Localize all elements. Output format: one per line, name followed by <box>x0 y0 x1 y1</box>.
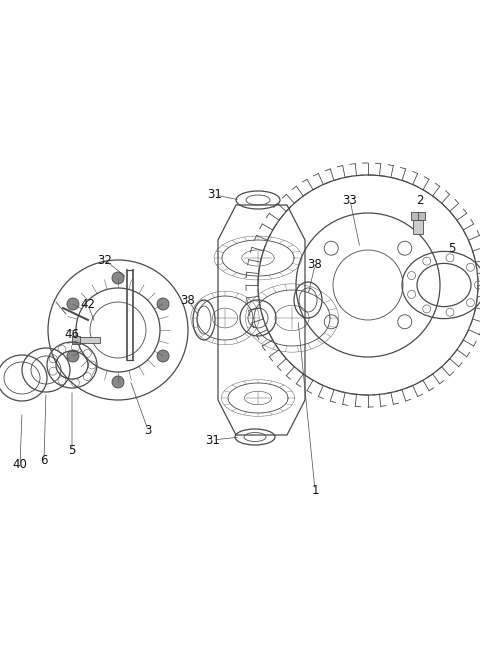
Circle shape <box>157 298 169 310</box>
Text: 33: 33 <box>343 194 358 207</box>
Text: 40: 40 <box>12 459 27 472</box>
Text: 32: 32 <box>97 253 112 266</box>
Text: 38: 38 <box>180 293 195 306</box>
FancyBboxPatch shape <box>413 220 423 234</box>
Text: 5: 5 <box>68 443 76 457</box>
Text: 38: 38 <box>308 258 323 272</box>
Circle shape <box>157 350 169 362</box>
Circle shape <box>112 376 124 388</box>
Text: 2: 2 <box>416 194 424 207</box>
Text: 31: 31 <box>205 434 220 447</box>
FancyBboxPatch shape <box>76 337 100 343</box>
Text: 6: 6 <box>40 453 48 466</box>
Text: 42: 42 <box>81 298 96 312</box>
Text: 31: 31 <box>207 188 222 201</box>
Text: 5: 5 <box>448 241 456 255</box>
FancyBboxPatch shape <box>72 336 80 344</box>
Circle shape <box>112 272 124 284</box>
Text: 1: 1 <box>311 483 319 497</box>
FancyBboxPatch shape <box>411 212 425 220</box>
Circle shape <box>67 350 79 362</box>
Circle shape <box>67 298 79 310</box>
Text: 46: 46 <box>64 329 80 342</box>
Text: 3: 3 <box>144 424 152 436</box>
